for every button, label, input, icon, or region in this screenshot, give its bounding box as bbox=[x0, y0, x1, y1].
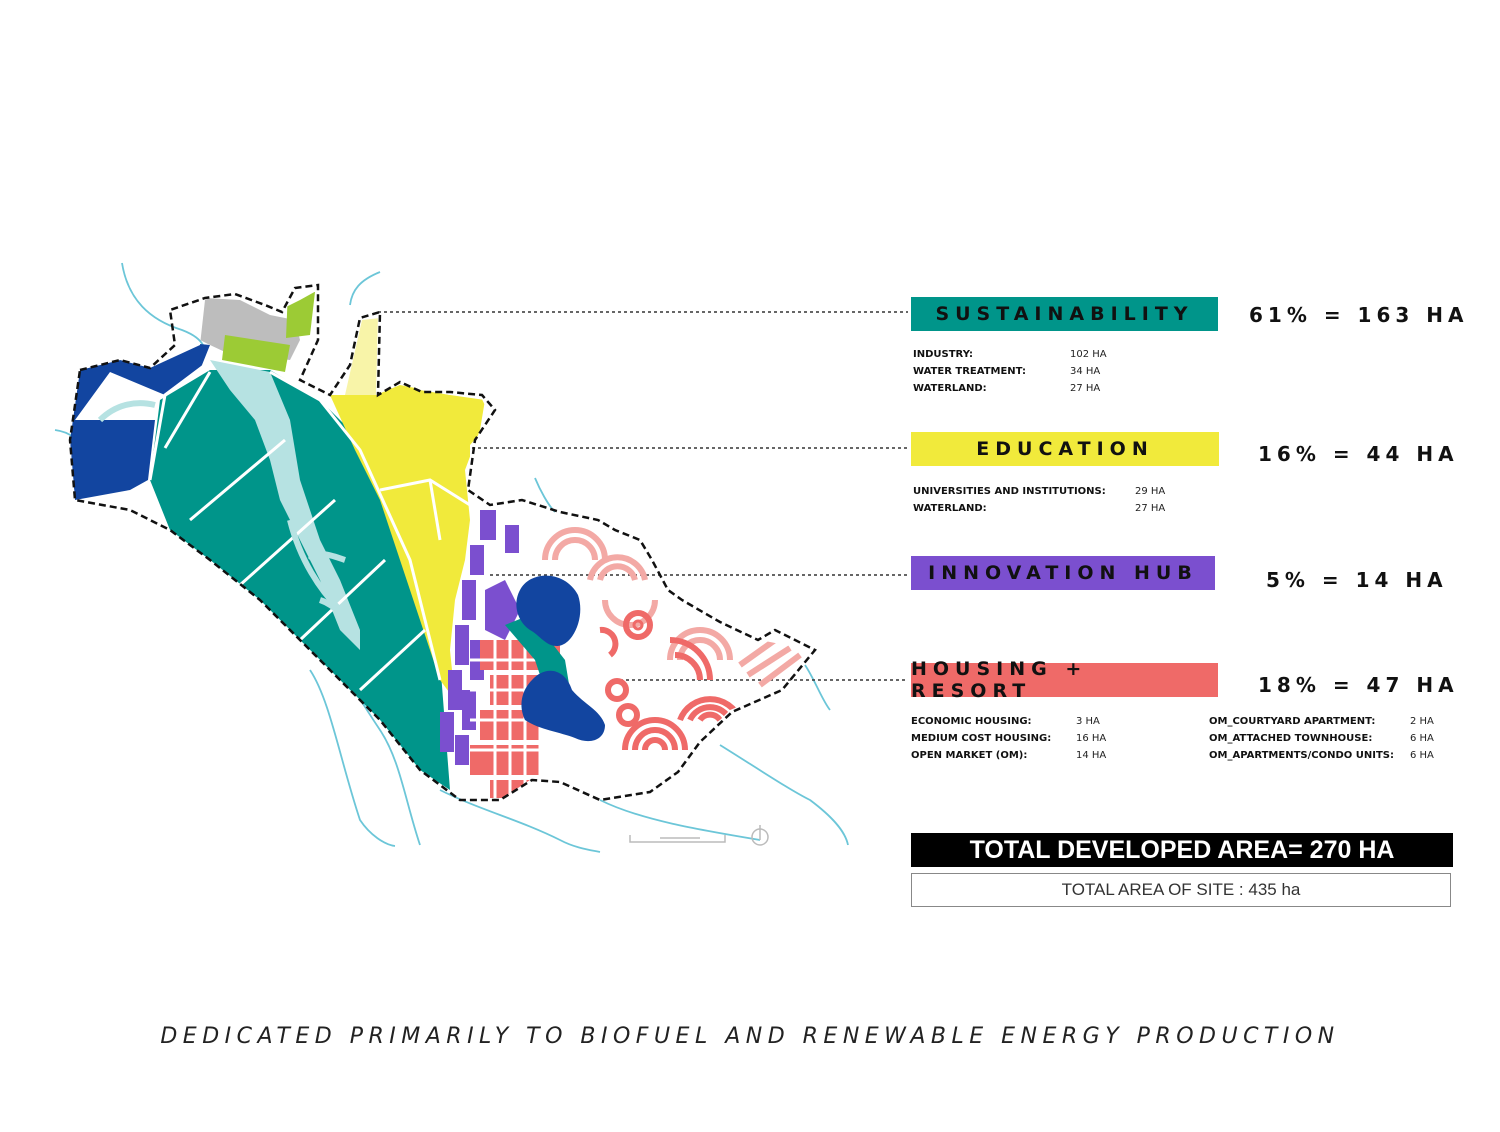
lake-north bbox=[516, 575, 581, 647]
zone-resort-solid bbox=[599, 610, 743, 751]
category-sustainability-label: SUSTAINABILITY bbox=[911, 297, 1218, 331]
stat-value: 27 HA bbox=[1070, 383, 1101, 394]
stat-label: OM_ATTACHED TOWNHOUSE: bbox=[1209, 733, 1373, 744]
stat-label: OM_APARTMENTS/CONDO UNITS: bbox=[1209, 750, 1394, 761]
zone-education bbox=[330, 385, 485, 700]
stat-value: 16 HA bbox=[1076, 733, 1107, 744]
total-site-area: TOTAL AREA OF SITE : 435 ha bbox=[911, 873, 1451, 907]
total-developed-area: TOTAL DEVELOPED AREA= 270 HA bbox=[911, 833, 1453, 867]
stat-label: OPEN MARKET (OM): bbox=[911, 750, 1028, 761]
category-education-label: EDUCATION bbox=[911, 432, 1219, 466]
stat-label: WATERLAND: bbox=[913, 503, 987, 514]
stat-label: WATER TREATMENT: bbox=[913, 366, 1026, 377]
zone-education-light bbox=[345, 318, 380, 395]
stat-value: 3 HA bbox=[1076, 716, 1100, 727]
stat-label: OM_COURTYARD APARTMENT: bbox=[1209, 716, 1376, 727]
stat-label: UNIVERSITIES AND INSTITUTIONS: bbox=[913, 486, 1106, 497]
stat-value: 29 HA bbox=[1135, 486, 1166, 497]
stat-label: INDUSTRY: bbox=[913, 349, 974, 360]
site-boundary bbox=[68, 283, 817, 802]
category-education-percent: 16% = 44 HA bbox=[1258, 442, 1459, 466]
stat-value: 6 HA bbox=[1410, 750, 1434, 761]
category-sustainability-percent: 61% = 163 HA bbox=[1249, 303, 1469, 327]
stat-label: MEDIUM COST HOUSING: bbox=[911, 733, 1052, 744]
north-arrow-icon bbox=[751, 825, 769, 846]
zone-green bbox=[222, 335, 290, 372]
stat-value: 34 HA bbox=[1070, 366, 1101, 377]
zone-innovation-hub bbox=[440, 510, 520, 765]
category-housing-resort-label: HOUSING + RESORT bbox=[911, 658, 1218, 702]
category-innovation-hub-label: INNOVATION HUB bbox=[911, 556, 1215, 590]
zone-waterland bbox=[210, 360, 360, 650]
category-innovation-hub-percent: 5% = 14 HA bbox=[1266, 568, 1448, 592]
land-use-zones bbox=[70, 290, 802, 800]
road-network bbox=[148, 363, 471, 692]
zone-resort-arcs bbox=[542, 527, 802, 688]
scale-bar bbox=[629, 835, 726, 843]
lake-south bbox=[521, 670, 605, 742]
stat-value: 102 HA bbox=[1070, 349, 1107, 360]
stat-value: 6 HA bbox=[1410, 733, 1434, 744]
stat-label: ECONOMIC HOUSING: bbox=[911, 716, 1032, 727]
stat-value: 27 HA bbox=[1135, 503, 1166, 514]
stat-label: WATERLAND: bbox=[913, 383, 987, 394]
zone-water-treatment bbox=[70, 340, 210, 500]
waterland-branches bbox=[97, 400, 358, 641]
category-housing-resort-percent: 18% = 47 HA bbox=[1258, 673, 1459, 697]
stat-value: 2 HA bbox=[1410, 716, 1434, 727]
caption: DEDICATED PRIMARILY TO BIOFUEL AND RENEW… bbox=[160, 1024, 1340, 1049]
stat-value: 14 HA bbox=[1076, 750, 1107, 761]
